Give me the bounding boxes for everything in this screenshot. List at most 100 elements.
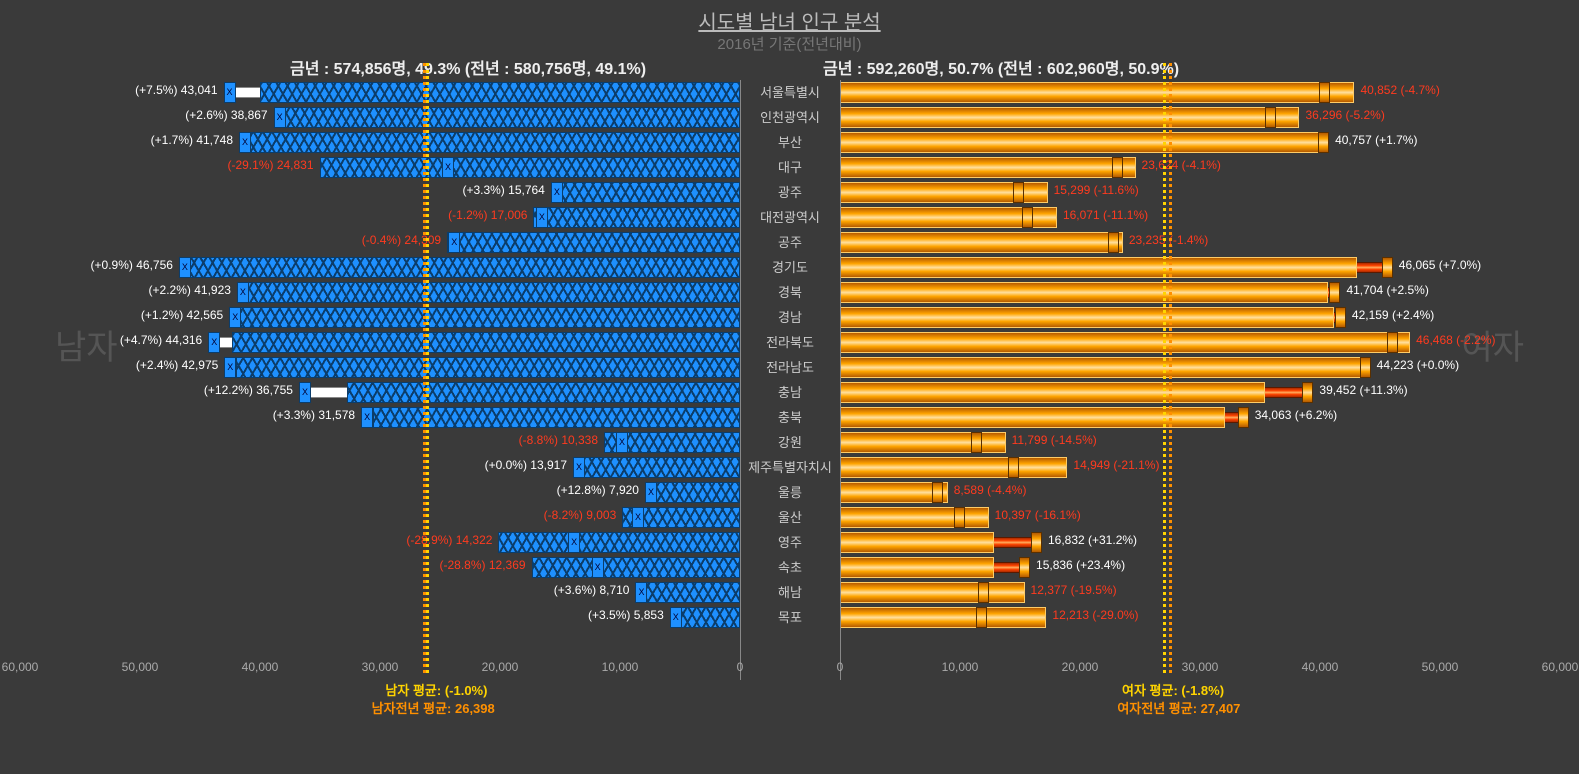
male-bar-label: (+1.7%) 41,748 <box>151 133 233 147</box>
male-bar-label: (+1.2%) 42,565 <box>141 308 223 322</box>
male-bar-label: (+2.2%) 41,923 <box>149 283 231 297</box>
female-bar-area: 40,852 (-4.7%)36,296 (-5.2%)40,757 (+1.7… <box>840 80 1560 660</box>
category-label: 해남 <box>745 580 835 605</box>
category-label: 울릉 <box>745 480 835 505</box>
male-bar-label: (+3.5%) 5,853 <box>588 608 664 622</box>
female-bar-label: 14,949 (-21.1%) <box>1073 458 1159 472</box>
category-label: 경남 <box>745 305 835 330</box>
male-bar: X <box>635 582 740 603</box>
male-avg-label: 남자 평균: (-1.0%) <box>351 680 521 699</box>
category-label: 경북 <box>745 280 835 305</box>
female-avg-line <box>1163 63 1166 673</box>
male-bar-label: (+12.8%) 7,920 <box>557 483 639 497</box>
female-bar-label: 10,397 (-16.1%) <box>995 508 1081 522</box>
female-bar-label: 16,071 (-11.1%) <box>1063 208 1148 222</box>
male-bar-area: X (+7.5%) 43,041 X (+2.6%) 38,867 X (+1.7%) 4… <box>20 80 740 660</box>
category-label: 인천광역시 <box>745 105 835 130</box>
female-bar-label: 15,299 (-11.6%) <box>1054 183 1139 197</box>
male-bar: X <box>498 532 740 553</box>
male-baseline <box>740 80 741 680</box>
male-avg-prev-label: 남자전년 평균: 26,398 <box>348 698 518 717</box>
female-bar-label: 36,296 (-5.2%) <box>1305 108 1384 122</box>
female-avg-prev-line <box>1169 63 1172 673</box>
male-bar-label: (-28.8%) 12,369 <box>440 558 526 572</box>
male-bar: X <box>299 382 740 403</box>
female-bar <box>840 157 1136 178</box>
male-bar-label: (+2.6%) 38,867 <box>185 108 267 122</box>
category-label: 광주 <box>745 180 835 205</box>
female-bar <box>840 107 1299 128</box>
category-label: 서울특별시 <box>745 80 835 105</box>
male-avg-prev-line <box>423 63 426 673</box>
male-bar: X <box>447 232 740 253</box>
male-bar: X <box>670 607 740 628</box>
male-summary: 금년 : 574,856명, 49.3% (전년 : 580,756명, 49.… <box>290 55 646 79</box>
male-bar-label: (+4.7%) 44,316 <box>120 333 202 347</box>
female-bar-label: 46,065 (+7.0%) <box>1399 258 1481 272</box>
female-bar <box>840 207 1057 228</box>
female-bar-label: 40,852 (-4.7%) <box>1360 83 1439 97</box>
female-bar-label: 12,377 (-19.5%) <box>1031 583 1117 597</box>
female-bar <box>840 532 1042 553</box>
category-label: 목포 <box>745 605 835 630</box>
female-bar <box>840 232 1123 253</box>
female-bar <box>840 507 989 528</box>
female-bar <box>840 307 1346 328</box>
female-bar-label: 15,836 (+23.4%) <box>1036 558 1125 572</box>
chart-subtitle: 2016년 기준(전년대비) <box>0 33 1579 54</box>
male-bar: X <box>604 432 740 453</box>
male-bar: X <box>320 157 740 178</box>
male-bar: X <box>179 257 740 278</box>
female-bar <box>840 607 1046 628</box>
male-bar: X <box>224 357 740 378</box>
female-x-axis: 010,00020,00030,00040,00050,00060,000 <box>840 660 1560 680</box>
category-label: 대전광역시 <box>745 205 835 230</box>
female-avg-prev-label: 여자전년 평균: 27,407 <box>1094 698 1264 717</box>
female-bar-label: 16,832 (+31.2%) <box>1048 533 1137 547</box>
female-bar <box>840 407 1249 428</box>
male-bar: X <box>274 107 740 128</box>
female-bar-label: 34,063 (+6.2%) <box>1255 408 1337 422</box>
category-labels: 서울특별시인천광역시부산대구광주대전광역시공주경기도경북경남전라북도전라남도충남… <box>745 80 835 630</box>
female-bar-label: 8,589 (-4.4%) <box>954 483 1027 497</box>
male-bar-label: (+0.9%) 46,756 <box>91 258 173 272</box>
male-bar: X <box>361 407 740 428</box>
male-bar-label: (-29.1%) 24,831 <box>227 158 313 172</box>
female-bar-label: 11,799 (-14.5%) <box>1012 433 1097 447</box>
category-label: 울산 <box>745 505 835 530</box>
male-bar: X <box>237 282 740 303</box>
female-bar <box>840 582 1025 603</box>
category-label: 영주 <box>745 530 835 555</box>
male-bar: X <box>551 182 740 203</box>
male-bar-label: (-1.2%) 17,006 <box>448 208 527 222</box>
male-avg-line <box>426 63 429 673</box>
male-bar: X <box>533 207 740 228</box>
male-bar: X <box>532 557 740 578</box>
female-baseline <box>840 80 841 680</box>
female-summary: 금년 : 592,260명, 50.7% (전년 : 602,960명, 50.… <box>823 55 1179 79</box>
male-bar: X <box>208 332 740 353</box>
male-bar: X <box>224 82 740 103</box>
female-bar-label: 46,468 (-2.2%) <box>1416 333 1495 347</box>
female-bar <box>840 357 1371 378</box>
female-avg-label: 여자 평균: (-1.8%) <box>1088 680 1258 699</box>
male-bar-label: (+7.5%) 43,041 <box>135 83 217 97</box>
female-bar <box>840 482 948 503</box>
category-label: 속초 <box>745 555 835 580</box>
male-x-axis: 010,00020,00030,00040,00050,00060,000 <box>20 660 740 680</box>
female-bar-label: 12,213 (-29.0%) <box>1052 608 1138 622</box>
category-label: 부산 <box>745 130 835 155</box>
female-bar <box>840 332 1410 353</box>
female-bar <box>840 132 1329 153</box>
female-bar-label: 44,223 (+0.0%) <box>1377 358 1459 372</box>
category-label: 강원 <box>745 430 835 455</box>
category-label: 경기도 <box>745 255 835 280</box>
female-bar <box>840 82 1354 103</box>
female-bar <box>840 257 1393 278</box>
female-bar <box>840 432 1006 453</box>
male-bar-label: (-8.8%) 10,338 <box>519 433 598 447</box>
female-bar-label: 23,624 (-4.1%) <box>1142 158 1221 172</box>
female-bar-label: 42,159 (+2.4%) <box>1352 308 1434 322</box>
female-bar <box>840 382 1313 403</box>
male-bar-label: (+0.0%) 13,917 <box>485 458 567 472</box>
